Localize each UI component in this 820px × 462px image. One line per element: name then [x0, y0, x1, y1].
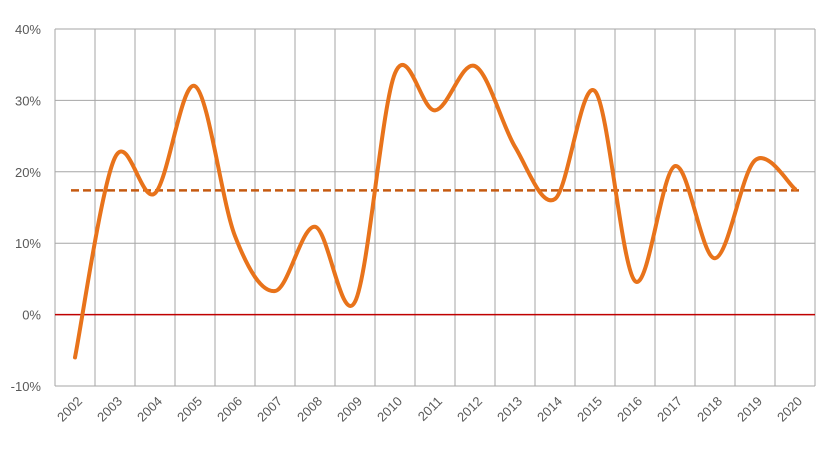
x-tick-label: 2013 — [494, 394, 525, 425]
x-tick-label: 2019 — [734, 394, 765, 425]
y-tick-label: 10% — [15, 236, 41, 251]
x-tick-label: 2006 — [214, 394, 245, 425]
x-tick-label: 2012 — [454, 394, 485, 425]
x-tick-label: 2015 — [574, 394, 605, 425]
y-tick-label: -10% — [11, 379, 42, 394]
x-tick-label: 2010 — [374, 394, 405, 425]
x-tick-label: 2009 — [334, 394, 365, 425]
y-tick-label: 0% — [22, 308, 41, 323]
x-tick-label: 2004 — [134, 394, 165, 425]
x-tick-label: 2016 — [614, 394, 645, 425]
x-tick-label: 2003 — [94, 394, 125, 425]
y-tick-label: 20% — [15, 165, 41, 180]
x-tick-label: 2007 — [254, 394, 285, 425]
y-tick-label: 40% — [15, 22, 41, 37]
x-tick-label: 2011 — [415, 394, 445, 424]
data-line — [73, 62, 797, 360]
x-tick-label: 2018 — [694, 394, 725, 425]
x-tick-label: 2014 — [534, 394, 565, 425]
x-tick-label: 2002 — [54, 394, 85, 425]
y-tick-label: 30% — [15, 93, 41, 108]
x-tick-label: 2020 — [774, 394, 805, 425]
x-tick-label: 2008 — [294, 394, 325, 425]
x-tick-label: 2017 — [654, 394, 685, 425]
x-tick-label: 2005 — [174, 394, 205, 425]
